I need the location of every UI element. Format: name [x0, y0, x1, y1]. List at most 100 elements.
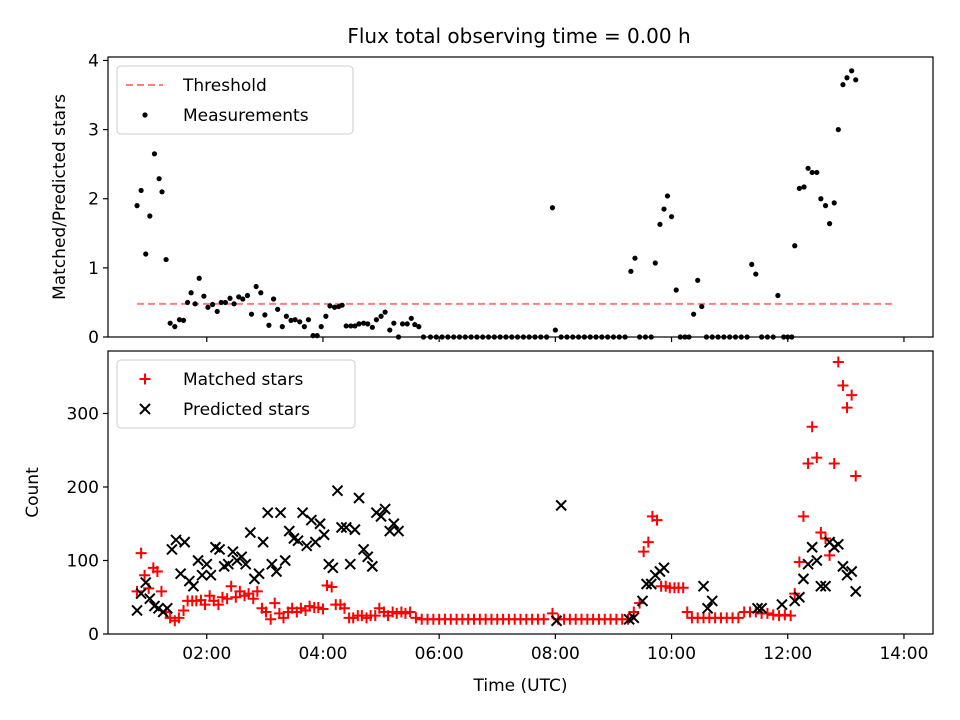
- data-point: [818, 196, 824, 202]
- data-point: [850, 585, 862, 598]
- x-tick-label: 14:00: [879, 644, 928, 664]
- bottom-plot: 0 100 200 300 02:00 04:00 06:00 08:00 10:00 12:00…: [23, 350, 934, 696]
- data-point: [262, 507, 274, 519]
- legend-marker: [139, 373, 151, 385]
- data-point: [365, 321, 371, 327]
- legend-marker: [139, 403, 151, 415]
- data-point: [373, 317, 380, 323]
- data-point: [187, 580, 200, 592]
- data-point: [761, 607, 773, 619]
- data-point: [240, 296, 246, 302]
- data-point: [382, 309, 388, 315]
- data-point: [184, 299, 191, 306]
- chart-title: Flux total observing time = 0.00 h: [347, 24, 690, 48]
- data-point: [776, 598, 788, 611]
- data-point: [147, 213, 153, 219]
- y-tick-label: 1: [88, 259, 99, 279]
- data-point: [375, 510, 387, 523]
- data-point: [225, 580, 237, 592]
- data-point: [131, 585, 143, 597]
- data-point: [550, 615, 563, 627]
- data-point: [317, 603, 329, 615]
- data-point: [274, 507, 287, 519]
- data-point: [318, 324, 324, 330]
- data-point: [235, 551, 248, 563]
- data-point: [139, 569, 151, 581]
- data-point: [638, 546, 650, 558]
- data-point: [361, 320, 367, 326]
- data-point: [632, 255, 638, 261]
- data-point: [270, 296, 277, 302]
- data-point: [811, 554, 823, 567]
- data-point: [753, 271, 759, 277]
- data-point: [297, 319, 303, 325]
- legend-label: Threshold: [182, 76, 267, 96]
- legend-label: Matched stars: [183, 370, 303, 390]
- data-point: [230, 591, 242, 603]
- data-point: [841, 402, 853, 414]
- data-point: [258, 290, 264, 296]
- data-point: [163, 256, 169, 263]
- data-point: [628, 612, 640, 624]
- data-point: [555, 499, 567, 512]
- data-point: [214, 308, 220, 315]
- data-point: [809, 169, 815, 176]
- data-point: [188, 290, 194, 296]
- data-point: [699, 303, 705, 310]
- data-point: [176, 317, 183, 323]
- data-point: [837, 560, 849, 573]
- data-point: [642, 536, 654, 548]
- data-point: [151, 566, 163, 578]
- data-point: [408, 315, 414, 321]
- top-plot: 0 1 2 3 4 Matched/Predicted stars Threshold Mea…: [50, 51, 934, 348]
- data-point: [412, 321, 418, 328]
- data-point: [392, 525, 405, 537]
- data-point: [178, 536, 191, 548]
- data-point: [143, 251, 149, 257]
- data-point: [305, 317, 312, 323]
- data-point: [792, 243, 798, 249]
- data-point: [628, 268, 634, 274]
- data-point: [658, 562, 670, 574]
- data-point: [140, 576, 152, 589]
- data-point: [775, 292, 781, 299]
- legend-marker: [142, 112, 148, 118]
- data-point: [837, 380, 849, 392]
- bottom-axes-frame: [107, 350, 934, 635]
- data-point: [199, 599, 211, 611]
- legend-label: Measurements: [183, 106, 309, 126]
- data-point: [853, 77, 859, 83]
- data-point: [227, 295, 233, 301]
- data-point: [301, 324, 307, 330]
- data-point: [288, 317, 294, 324]
- data-point: [416, 324, 422, 330]
- data-point: [227, 545, 239, 558]
- y-tick-label: 100: [67, 551, 99, 571]
- data-point: [850, 470, 862, 482]
- data-point: [749, 261, 755, 268]
- data-point: [344, 558, 356, 570]
- data-point: [801, 184, 807, 190]
- data-point: [318, 529, 330, 541]
- data-point: [806, 541, 818, 553]
- data-point: [677, 582, 689, 594]
- data-point: [369, 610, 381, 622]
- data-point: [845, 565, 858, 578]
- data-point: [213, 543, 226, 556]
- data-point: [706, 595, 718, 607]
- data-point: [651, 514, 663, 526]
- data-point: [640, 578, 653, 590]
- y-tick-label: 300: [67, 404, 99, 424]
- data-point: [387, 327, 393, 333]
- top-y-axis-label: Matched/Predicted stars: [50, 94, 70, 300]
- data-point: [244, 292, 251, 299]
- data-point: [361, 551, 374, 563]
- data-point: [750, 606, 762, 618]
- data-point: [138, 187, 144, 194]
- y-tick-label: 0: [88, 625, 99, 645]
- data-point: [279, 324, 285, 330]
- data-point: [384, 525, 396, 537]
- data-point: [205, 569, 217, 581]
- data-point: [806, 421, 818, 433]
- data-point: [849, 68, 855, 74]
